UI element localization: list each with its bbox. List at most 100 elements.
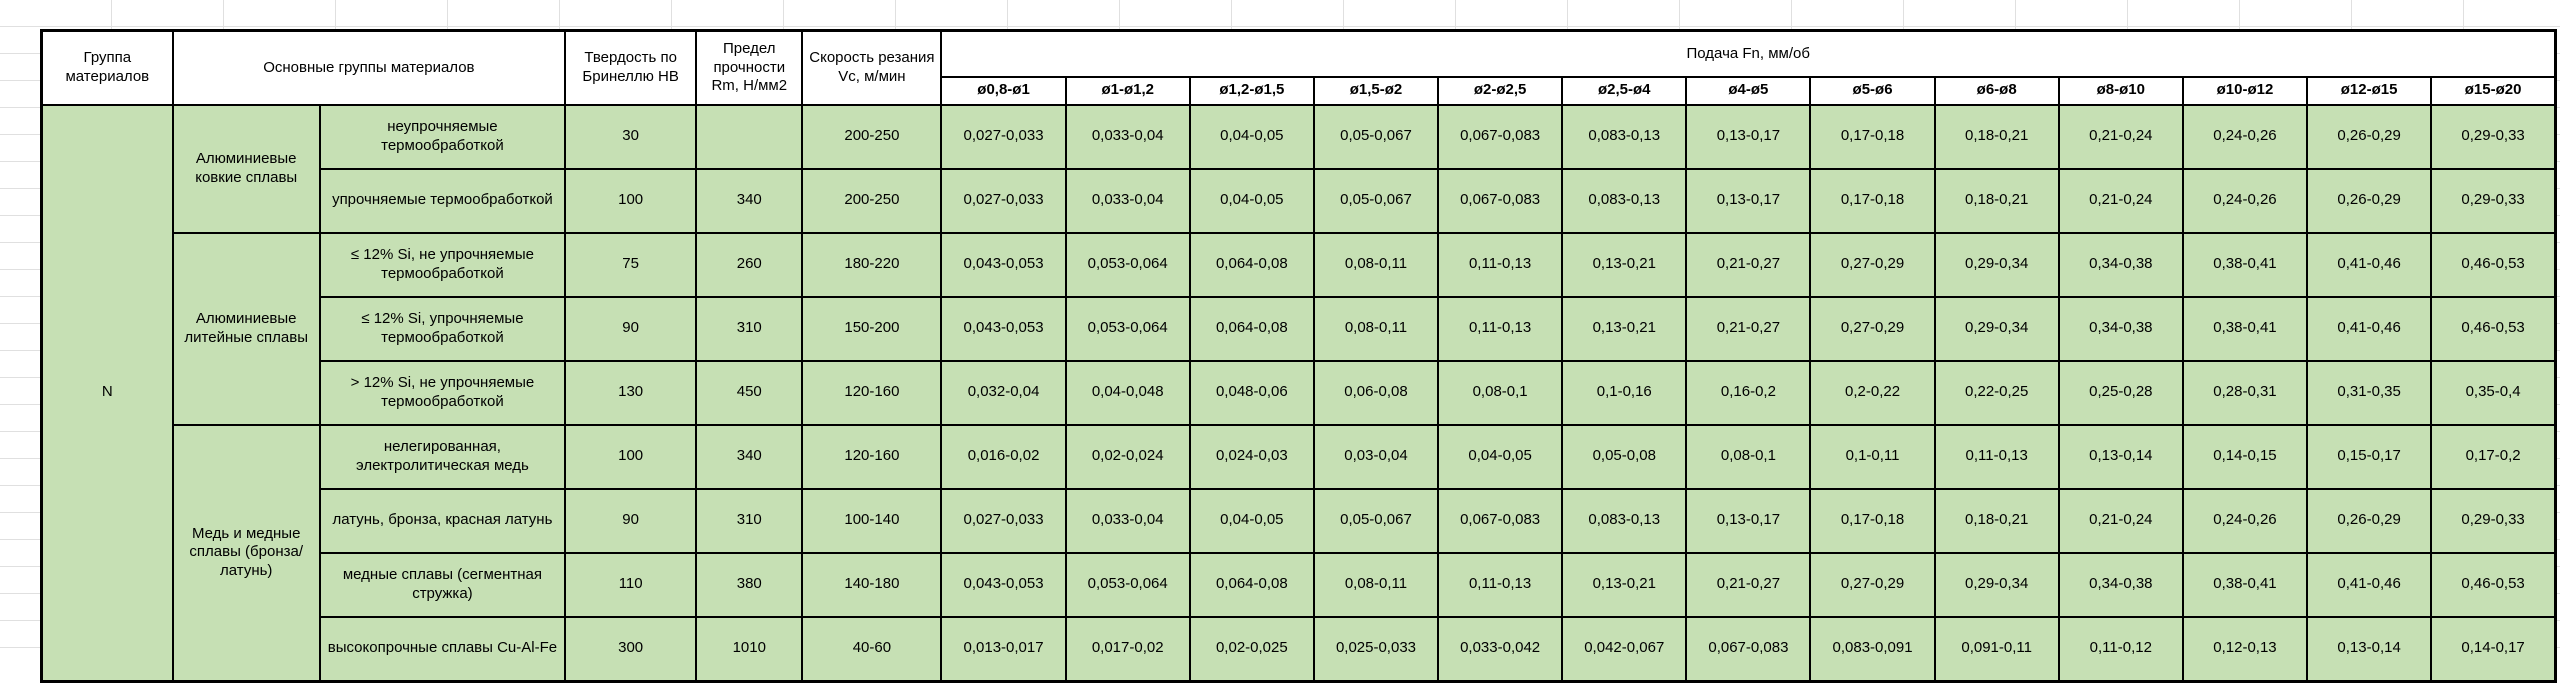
speed-cell[interactable]: 100-140 bbox=[801, 487, 943, 554]
header-cell-diameter-range[interactable]: ø8-ø10 bbox=[2057, 75, 2184, 106]
strength-cell[interactable]: 310 bbox=[695, 295, 804, 362]
feed-cell[interactable]: 0,27-0,29 bbox=[1809, 295, 1936, 362]
header-cell-diameter-range[interactable]: ø1,5-ø2 bbox=[1312, 75, 1440, 106]
feed-cell[interactable]: 0,053-0,064 bbox=[1064, 551, 1191, 618]
speed-cell[interactable]: 120-160 bbox=[801, 359, 943, 426]
header-cell-diameter-range[interactable]: ø1-ø1,2 bbox=[1064, 75, 1191, 106]
feed-cell[interactable]: 0,13-0,14 bbox=[2057, 423, 2184, 490]
feed-cell[interactable]: 0,1-0,16 bbox=[1561, 359, 1688, 426]
feed-cell[interactable]: 0,21-0,24 bbox=[2057, 103, 2184, 170]
feed-cell[interactable]: 0,083-0,091 bbox=[1809, 615, 1936, 682]
feed-cell[interactable]: 0,21-0,24 bbox=[2057, 487, 2184, 554]
feed-cell[interactable]: 0,34-0,38 bbox=[2057, 551, 2184, 618]
feed-cell[interactable]: 0,067-0,083 bbox=[1685, 615, 1812, 682]
feed-cell[interactable]: 0,2-0,22 bbox=[1809, 359, 1936, 426]
feed-cell[interactable]: 0,27-0,29 bbox=[1809, 551, 1936, 618]
material-group-name-cell[interactable]: Медь и медные сплавы (бронза/латунь) bbox=[171, 423, 321, 682]
feed-cell[interactable]: 0,11-0,13 bbox=[1437, 231, 1564, 298]
feed-cell[interactable]: 0,28-0,31 bbox=[2181, 359, 2309, 426]
feed-cell[interactable]: 0,08-0,11 bbox=[1312, 231, 1440, 298]
feed-cell[interactable]: 0,043-0,053 bbox=[940, 551, 1067, 618]
feed-cell[interactable]: 0,13-0,17 bbox=[1685, 487, 1812, 554]
hardness-cell[interactable]: 75 bbox=[564, 231, 698, 298]
strength-cell[interactable]: 380 bbox=[695, 551, 804, 618]
hardness-cell[interactable]: 110 bbox=[564, 551, 698, 618]
feed-cell[interactable]: 0,29-0,34 bbox=[1933, 551, 2060, 618]
feed-cell[interactable]: 0,04-0,048 bbox=[1064, 359, 1191, 426]
feed-cell[interactable]: 0,14-0,15 bbox=[2181, 423, 2309, 490]
feed-cell[interactable]: 0,013-0,017 bbox=[940, 615, 1067, 682]
feed-cell[interactable]: 0,08-0,1 bbox=[1685, 423, 1812, 490]
feed-cell[interactable]: 0,14-0,17 bbox=[2430, 615, 2557, 682]
speed-cell[interactable]: 200-250 bbox=[801, 103, 943, 170]
strength-cell[interactable]: 450 bbox=[695, 359, 804, 426]
header-cell-diameter-range[interactable]: ø10-ø12 bbox=[2181, 75, 2309, 106]
feed-cell[interactable]: 0,38-0,41 bbox=[2181, 551, 2309, 618]
feed-cell[interactable]: 0,24-0,26 bbox=[2181, 487, 2309, 554]
feed-cell[interactable]: 0,067-0,083 bbox=[1437, 487, 1564, 554]
feed-cell[interactable]: 0,033-0,04 bbox=[1064, 103, 1191, 170]
feed-cell[interactable]: 0,053-0,064 bbox=[1064, 295, 1191, 362]
speed-cell[interactable]: 40-60 bbox=[801, 615, 943, 682]
material-label-cell[interactable]: медные сплавы (сегментная стружка) bbox=[318, 551, 567, 618]
feed-cell[interactable]: 0,27-0,29 bbox=[1809, 231, 1936, 298]
strength-cell[interactable] bbox=[695, 103, 804, 170]
feed-cell[interactable]: 0,027-0,033 bbox=[940, 103, 1067, 170]
header-cell-main-groups[interactable]: Основные группы материалов bbox=[171, 29, 567, 106]
feed-cell[interactable]: 0,13-0,17 bbox=[1685, 167, 1812, 234]
material-label-cell[interactable]: > 12% Si, не упрочняемые термообработкой bbox=[318, 359, 567, 426]
feed-cell[interactable]: 0,26-0,29 bbox=[2306, 487, 2433, 554]
hardness-cell[interactable]: 130 bbox=[564, 359, 698, 426]
feed-cell[interactable]: 0,12-0,13 bbox=[2181, 615, 2309, 682]
strength-cell[interactable]: 260 bbox=[695, 231, 804, 298]
feed-cell[interactable]: 0,083-0,13 bbox=[1561, 167, 1688, 234]
feed-cell[interactable]: 0,064-0,08 bbox=[1188, 551, 1315, 618]
feed-cell[interactable]: 0,067-0,083 bbox=[1437, 167, 1564, 234]
feed-cell[interactable]: 0,032-0,04 bbox=[940, 359, 1067, 426]
material-group-name-cell[interactable]: Алюминиевые ковкие сплавы bbox=[171, 103, 321, 234]
feed-cell[interactable]: 0,11-0,13 bbox=[1437, 295, 1564, 362]
header-cell-diameter-range[interactable]: ø15-ø20 bbox=[2430, 75, 2557, 106]
feed-cell[interactable]: 0,11-0,12 bbox=[2057, 615, 2184, 682]
speed-cell[interactable]: 140-180 bbox=[801, 551, 943, 618]
feed-cell[interactable]: 0,064-0,08 bbox=[1188, 295, 1315, 362]
hardness-cell[interactable]: 300 bbox=[564, 615, 698, 682]
feed-cell[interactable]: 0,024-0,03 bbox=[1188, 423, 1315, 490]
feed-cell[interactable]: 0,17-0,18 bbox=[1809, 167, 1936, 234]
strength-cell[interactable]: 340 bbox=[695, 423, 804, 490]
header-cell-diameter-range[interactable]: ø6-ø8 bbox=[1933, 75, 2060, 106]
feed-cell[interactable]: 0,05-0,067 bbox=[1312, 167, 1440, 234]
header-cell-diameter-range[interactable]: ø2,5-ø4 bbox=[1561, 75, 1688, 106]
feed-cell[interactable]: 0,02-0,024 bbox=[1064, 423, 1191, 490]
feed-cell[interactable]: 0,06-0,08 bbox=[1312, 359, 1440, 426]
feed-cell[interactable]: 0,053-0,064 bbox=[1064, 231, 1191, 298]
strength-cell[interactable]: 310 bbox=[695, 487, 804, 554]
feed-cell[interactable]: 0,04-0,05 bbox=[1188, 487, 1315, 554]
header-cell-diameter-range[interactable]: ø4-ø5 bbox=[1685, 75, 1812, 106]
header-cell-diameter-range[interactable]: ø0,8-ø1 bbox=[940, 75, 1067, 106]
feed-cell[interactable]: 0,08-0,11 bbox=[1312, 551, 1440, 618]
feed-cell[interactable]: 0,29-0,33 bbox=[2430, 487, 2557, 554]
feed-cell[interactable]: 0,11-0,13 bbox=[1933, 423, 2060, 490]
header-cell-diameter-range[interactable]: ø1,2-ø1,5 bbox=[1188, 75, 1315, 106]
material-label-cell[interactable]: ≤ 12% Si, не упрочняемые термообработкой bbox=[318, 231, 567, 298]
feed-cell[interactable]: 0,13-0,14 bbox=[2306, 615, 2433, 682]
header-cell-feed[interactable]: Подача Fn, мм/об bbox=[940, 29, 2557, 78]
feed-cell[interactable]: 0,08-0,1 bbox=[1437, 359, 1564, 426]
feed-cell[interactable]: 0,17-0,2 bbox=[2430, 423, 2557, 490]
speed-cell[interactable]: 120-160 bbox=[801, 423, 943, 490]
feed-cell[interactable]: 0,21-0,27 bbox=[1685, 231, 1812, 298]
feed-cell[interactable]: 0,17-0,18 bbox=[1809, 103, 1936, 170]
feed-cell[interactable]: 0,04-0,05 bbox=[1188, 167, 1315, 234]
feed-cell[interactable]: 0,03-0,04 bbox=[1312, 423, 1440, 490]
feed-cell[interactable]: 0,083-0,13 bbox=[1561, 487, 1688, 554]
feed-cell[interactable]: 0,46-0,53 bbox=[2430, 551, 2557, 618]
feed-cell[interactable]: 0,18-0,21 bbox=[1933, 487, 2060, 554]
feed-cell[interactable]: 0,033-0,04 bbox=[1064, 167, 1191, 234]
feed-cell[interactable]: 0,29-0,33 bbox=[2430, 103, 2557, 170]
material-label-cell[interactable]: неупрочняемые термообработкой bbox=[318, 103, 567, 170]
feed-cell[interactable]: 0,22-0,25 bbox=[1933, 359, 2060, 426]
feed-cell[interactable]: 0,043-0,053 bbox=[940, 295, 1067, 362]
feed-cell[interactable]: 0,21-0,27 bbox=[1685, 295, 1812, 362]
feed-cell[interactable]: 0,05-0,067 bbox=[1312, 487, 1440, 554]
